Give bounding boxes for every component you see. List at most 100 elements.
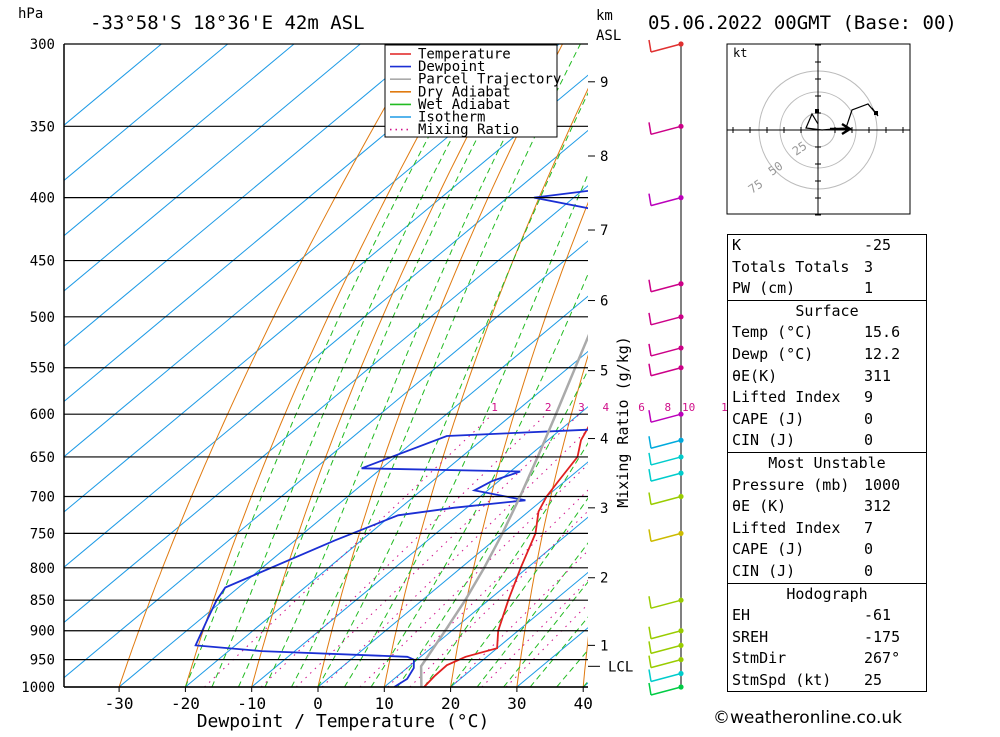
indices-row: CAPE (J) 0: [728, 539, 926, 561]
isotherm-line: [0, 44, 493, 687]
wind-barb-flag: [649, 656, 651, 668]
wet-adiabat: [265, 44, 552, 687]
indices-value: 0: [864, 539, 922, 561]
x-tick-label: -20: [171, 694, 200, 713]
indices-value: -25: [864, 235, 922, 257]
wind-barb-shaft: [651, 317, 681, 325]
wind-barb-shaft: [651, 414, 681, 422]
mixing-ratio-label: 8: [664, 401, 671, 414]
wind-barb-shaft: [651, 687, 681, 695]
wind-barb-flag: [649, 364, 651, 376]
wind-barb-shaft: [651, 348, 681, 356]
indices-value: 311: [864, 366, 922, 388]
datetime-title: 05.06.2022 00GMT (Base: 00): [648, 12, 957, 34]
wind-barb-shaft: [651, 284, 681, 292]
indices-label: Pressure (mb): [732, 475, 849, 497]
wet-adiabat: [238, 44, 526, 687]
indices-label: CAPE (J): [732, 409, 804, 431]
x-axis-label: Dewpoint / Temperature (°C): [197, 711, 490, 732]
indices-row: StmSpd (kt) 25: [728, 670, 926, 692]
wind-barb-shaft: [651, 473, 681, 481]
mixing-ratio-line: [261, 414, 546, 687]
wind-barb: [649, 364, 684, 376]
wet-adiabat: [292, 44, 581, 687]
wind-barb-shaft: [651, 645, 681, 653]
wind-barb-flag: [649, 313, 651, 325]
isotherm-line: [0, 44, 692, 687]
pressure-tick-label: 350: [30, 119, 55, 135]
indices-label: CIN (J): [732, 561, 795, 583]
indices-label: CAPE (J): [732, 539, 804, 561]
indices-label: StmSpd (kt): [732, 670, 831, 692]
height-unit-label-2: ASL: [596, 28, 621, 44]
height-unit-label: km: [596, 8, 613, 24]
indices-section-title: Hodograph: [728, 584, 926, 606]
indices-value: 0: [864, 409, 922, 431]
indices-label: Lifted Index: [732, 518, 840, 540]
x-tick-label: 30: [507, 694, 526, 713]
pressure-tick-label: 850: [30, 593, 55, 609]
indices-row: CIN (J)0: [728, 430, 926, 452]
wind-barb: [649, 436, 684, 448]
lcl-label: LCL: [608, 659, 633, 675]
wind-barb-shaft: [651, 600, 681, 608]
wind-barb: [649, 683, 684, 695]
indices-value: 1: [864, 278, 922, 300]
indices-label: Totals Totals: [732, 257, 849, 279]
indices-section-title: Most Unstable: [728, 453, 926, 475]
mixing-ratio-label: 4: [603, 401, 610, 414]
location-title: -33°58'S 18°36'E 42m ASL: [90, 12, 365, 34]
indices-value: 267°: [864, 648, 922, 670]
km-tick-label: 7: [600, 223, 608, 239]
wind-barb-flag: [649, 641, 651, 653]
wind-barb-shaft: [651, 457, 681, 465]
wind-barb: [649, 313, 684, 325]
indices-label: CIN (J): [732, 430, 795, 452]
wind-barb-flag: [649, 683, 651, 695]
dry-adiabat: [252, 44, 516, 687]
wind-barb-flag: [649, 40, 651, 52]
indices-row: Dewp (°C)12.2: [728, 344, 926, 366]
wind-barb-shaft: [651, 368, 681, 376]
hodograph-marker: [874, 111, 878, 115]
wind-barb-flag: [649, 669, 651, 681]
wind-barb-flag: [649, 493, 651, 505]
indices-label: Temp (°C): [732, 322, 813, 344]
wind-barb-flag: [649, 410, 651, 422]
wind-barb-shaft: [651, 440, 681, 448]
pressure-unit-label: hPa: [18, 6, 43, 22]
indices-value: 25: [864, 670, 922, 692]
wind-barb-flag: [649, 280, 651, 292]
indices-row: Temp (°C)15.6: [728, 322, 926, 344]
wind-barb: [649, 194, 684, 206]
mixing-ratio-label: 6: [638, 401, 645, 414]
wind-barb-shaft: [651, 497, 681, 505]
wind-barb: [649, 493, 684, 505]
indices-row: Totals Totals 3: [728, 257, 926, 279]
km-tick-label: 4: [600, 432, 608, 448]
indices-value: 3: [864, 257, 922, 279]
wind-barb: [649, 641, 684, 653]
indices-label: θE (K): [732, 496, 786, 518]
wind-barb: [649, 627, 684, 639]
dry-adiabat: [970, 44, 1000, 687]
indices-row: CIN (J)0: [728, 561, 926, 583]
indices-row: θE(K)311: [728, 366, 926, 388]
wind-barb-flag: [649, 596, 651, 608]
wind-barb-shaft: [651, 126, 681, 134]
wind-barb-flag: [649, 529, 651, 541]
km-tick-label: 9: [600, 75, 608, 91]
wind-barb: [649, 453, 684, 465]
legend-label: Mixing Ratio: [418, 122, 519, 138]
wind-barb: [649, 669, 684, 681]
wind-barb: [649, 596, 684, 608]
indices-row: Pressure (mb)1000: [728, 475, 926, 497]
pressure-tick-label: 550: [30, 361, 55, 377]
indices-row: K-25: [728, 235, 926, 257]
dry-adiabat: [517, 44, 704, 687]
indices-value: -175: [864, 627, 922, 649]
